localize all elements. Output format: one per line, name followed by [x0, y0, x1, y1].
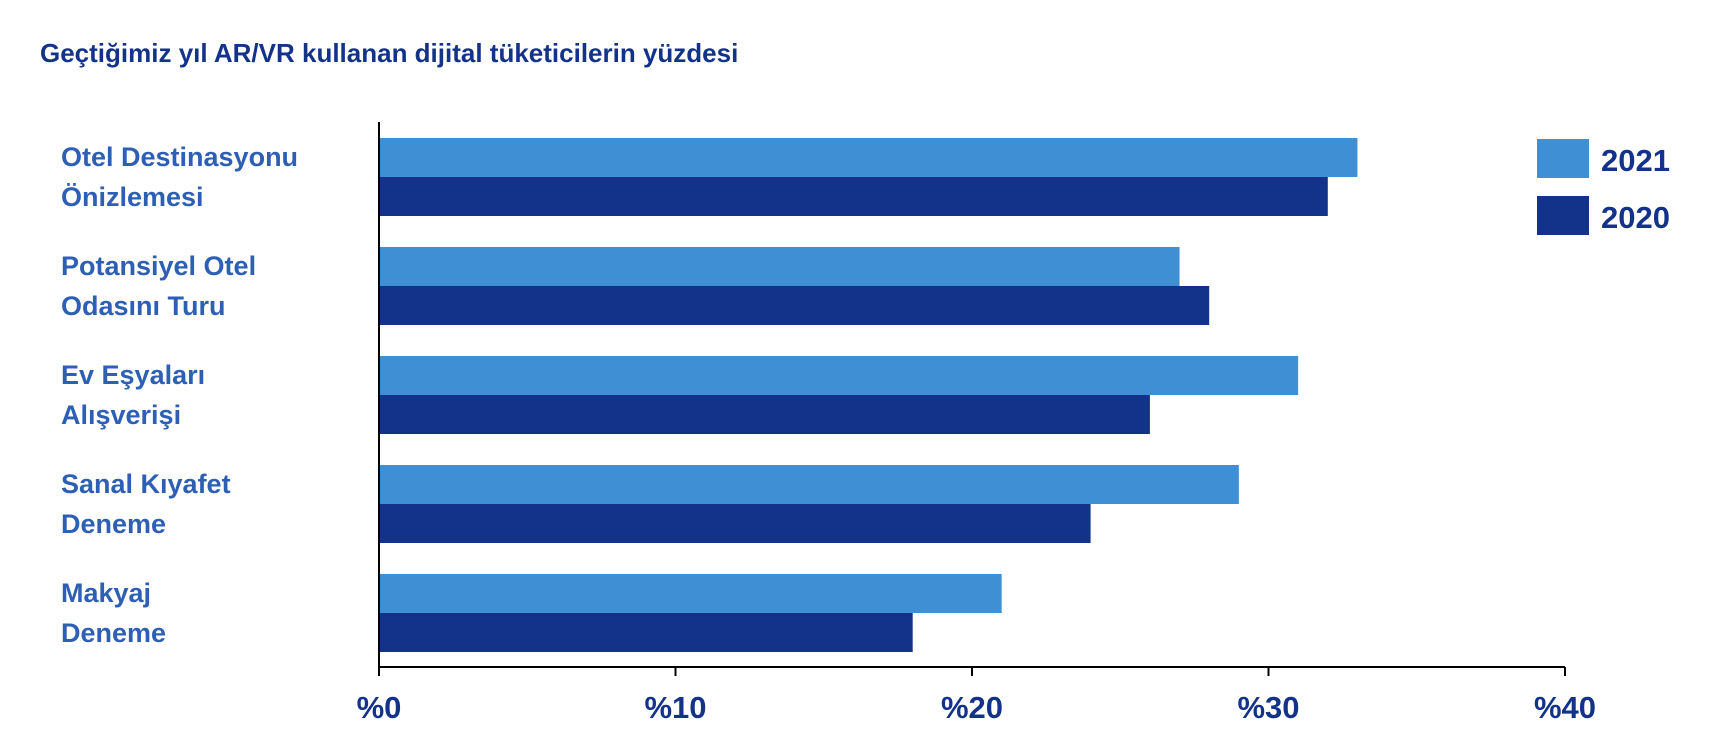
bar-2020-4: [379, 613, 913, 652]
x-tick-label: %0: [357, 690, 402, 725]
category-label: Alışverişi: [61, 400, 181, 430]
x-tick-label: %30: [1237, 690, 1299, 725]
bar-2021-2: [379, 356, 1299, 395]
bar-2021-0: [379, 138, 1358, 177]
category-label: Deneme: [61, 618, 166, 648]
category-label: Potansiyel Otel: [61, 251, 256, 281]
category-label: Sanal Kıyafet: [61, 469, 231, 499]
category-label: Ev Eşyaları: [61, 360, 205, 390]
bar-2020-3: [379, 504, 1091, 543]
category-label: Makyaj: [61, 578, 151, 608]
bar-2020-1: [379, 286, 1210, 325]
bar-2021-3: [379, 465, 1239, 504]
bar-2021-1: [379, 247, 1180, 286]
bar-2020-0: [379, 177, 1328, 216]
category-label: Önizlemesi: [61, 182, 204, 212]
x-tick-label: %20: [941, 690, 1003, 725]
legend-label-2020: 2020: [1601, 200, 1670, 235]
category-label: Deneme: [61, 509, 166, 539]
legend-swatch-2021: [1537, 139, 1589, 178]
x-tick-label: %40: [1534, 690, 1596, 725]
category-label: Odasını Turu: [61, 291, 226, 321]
legend-label-2021: 2021: [1601, 143, 1670, 178]
bar-2020-2: [379, 395, 1150, 434]
legend-swatch-2020: [1537, 196, 1589, 235]
category-label: Otel Destinasyonu: [61, 142, 298, 172]
bar-2021-4: [379, 574, 1002, 613]
chart-title: Geçtiğimiz yıl AR/VR kullanan dijital tü…: [40, 38, 738, 68]
x-tick-label: %10: [644, 690, 706, 725]
